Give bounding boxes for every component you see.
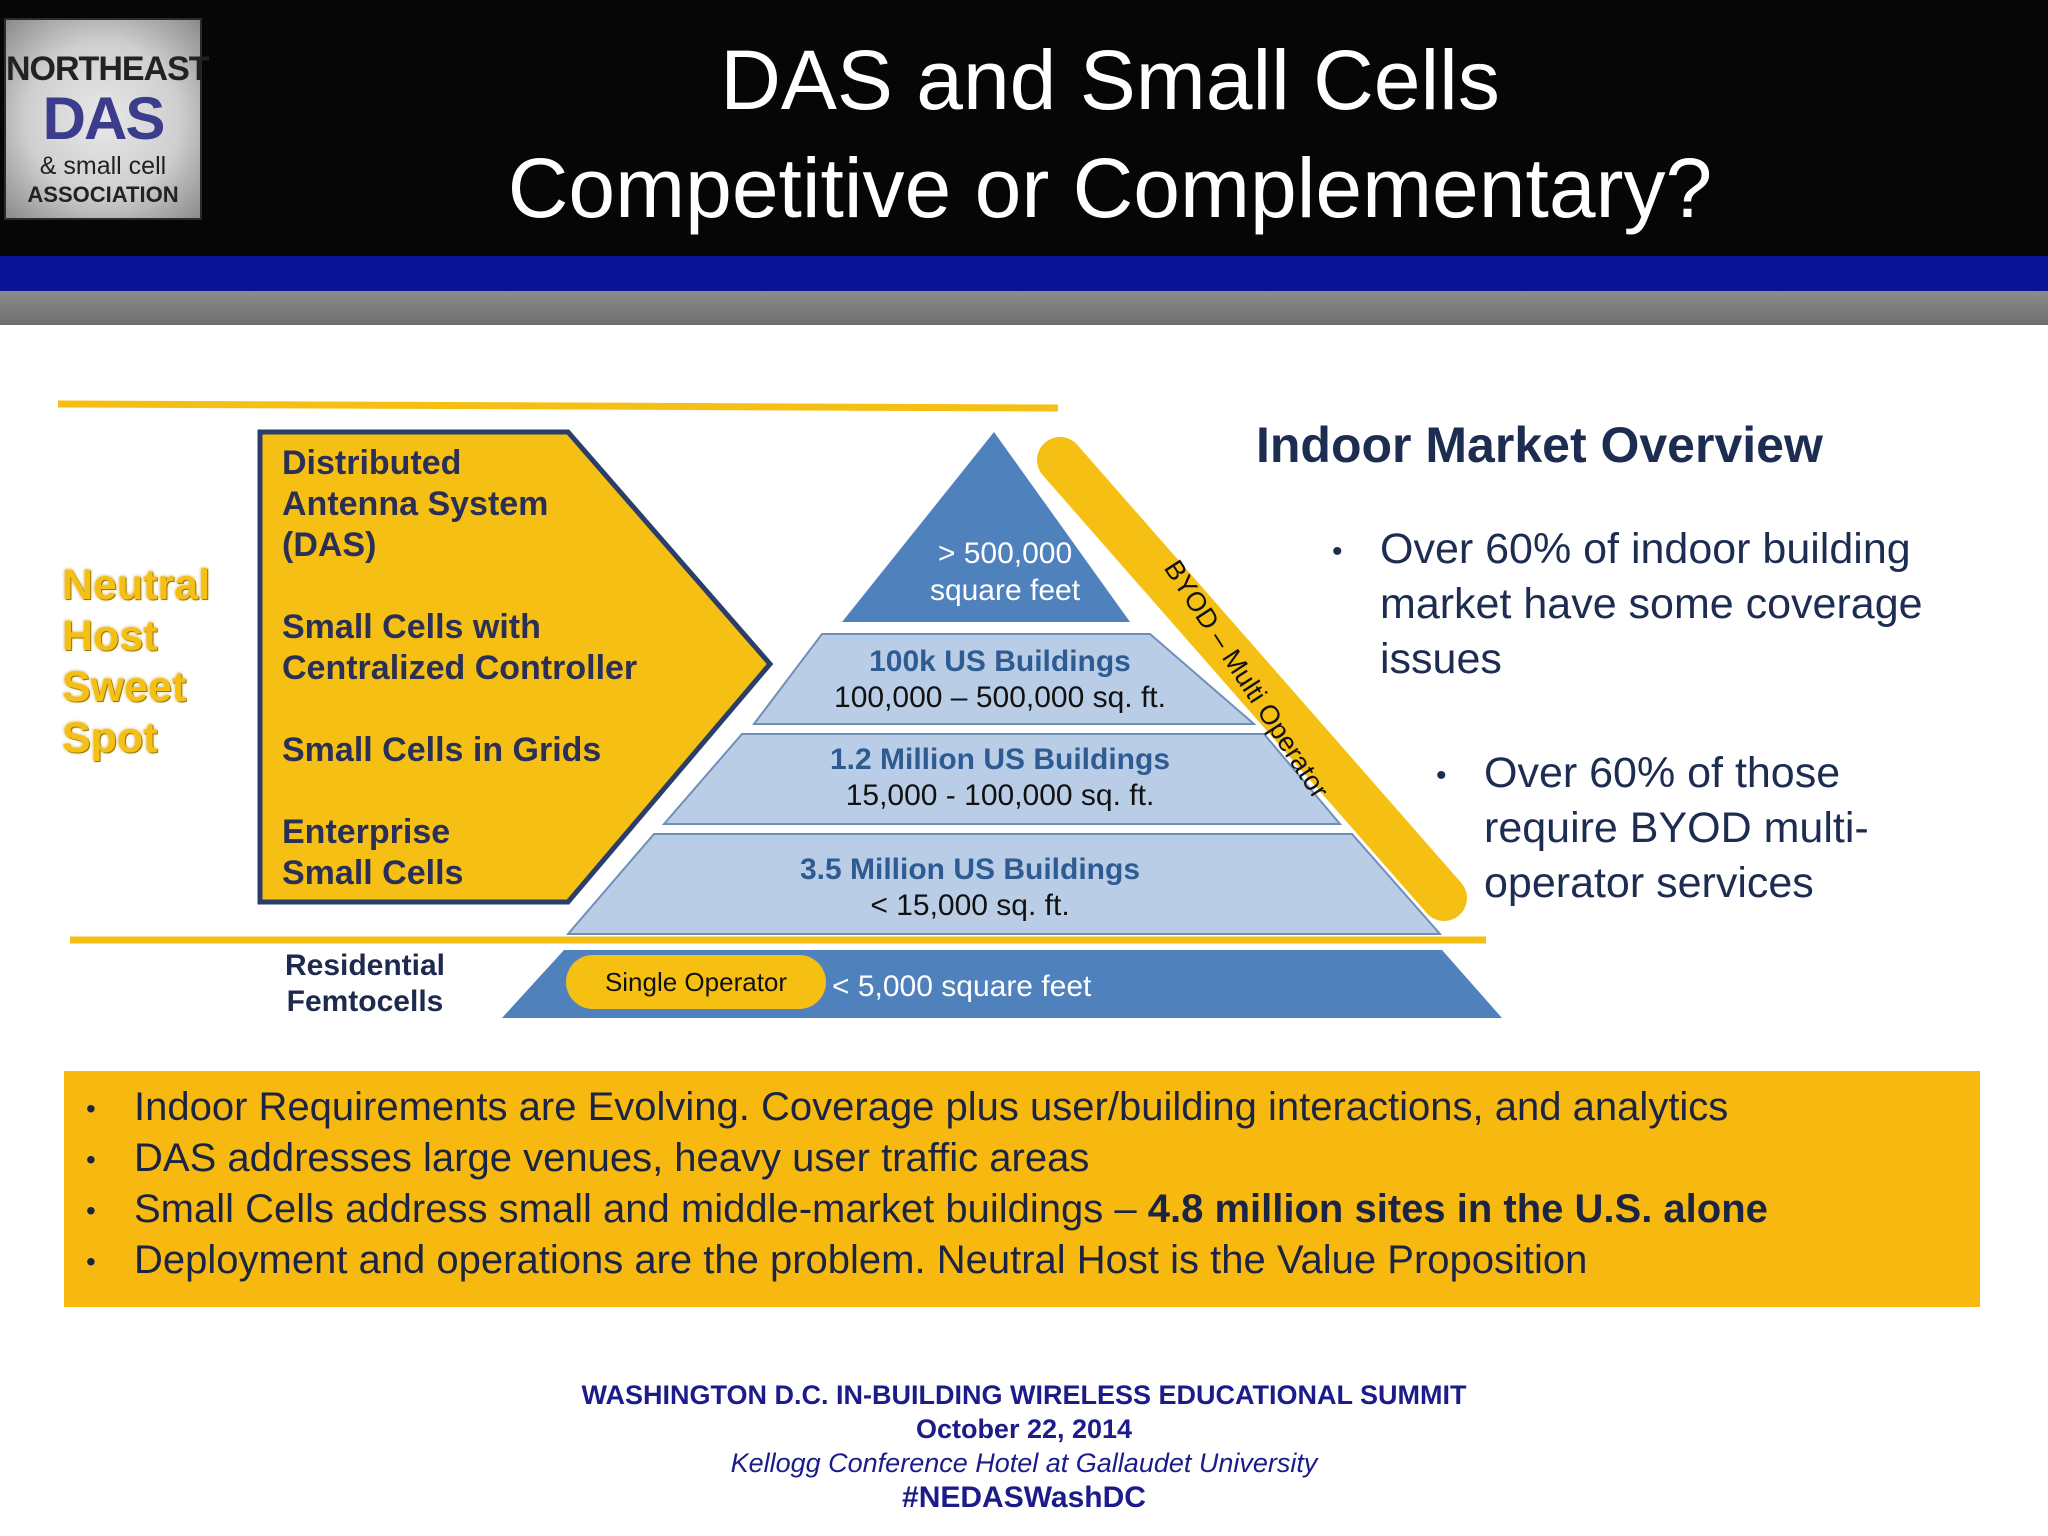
level-1-label: 100k US Buildings 100,000 – 500,000 sq. … — [790, 644, 1210, 716]
summary-item-4: Deployment and operations are the proble… — [134, 1238, 1587, 1283]
das-list-line: Small Cells with — [282, 608, 541, 646]
header-blue-band — [0, 256, 2048, 291]
logo-line-1: NORTHEAST — [6, 50, 210, 88]
pyramid-level-1 — [751, 633, 1257, 725]
overview-title: Indoor Market Overview — [1256, 417, 1823, 473]
das-list-line: Small Cells in Grids — [282, 731, 602, 769]
summary-item-1-text: Indoor Requirements are Evolving. Covera… — [134, 1085, 1729, 1129]
neutral-host-label: Neutral Host Sweet Spot — [62, 560, 210, 764]
overview-bullet-1: • Over 60% of indoor building market hav… — [1332, 522, 1940, 687]
logo-line-2: DAS — [42, 85, 166, 152]
footer-hashtag: #NEDASWashDC — [902, 1481, 1146, 1514]
top-yellow-rule — [57, 400, 1059, 412]
residential-femtocells-label: Residential Femtocells — [270, 948, 460, 1020]
pyramid-apex — [842, 432, 1130, 622]
bullet-dot: • — [1332, 535, 1343, 568]
summary-item-3-text: Small Cells address small and middle-mar… — [134, 1187, 1148, 1231]
femtocells-line-1: Residential — [284, 949, 446, 982]
femtocells-line-2: Femtocells — [286, 985, 444, 1018]
overview-bullet-2: • Over 60% of those require BYOD multi-o… — [1436, 746, 1964, 911]
summary-item-3: Small Cells address small and middle-mar… — [134, 1187, 1768, 1232]
level-2-label: 1.2 Million US Buildings 15,000 - 100,00… — [760, 742, 1240, 814]
level-3-range: < 15,000 sq. ft. — [870, 889, 1070, 922]
pyramid-level-3 — [565, 833, 1443, 935]
das-list-line: (DAS) — [282, 526, 377, 564]
neutral-host-word: Spot — [62, 714, 158, 762]
logo-line-3: & small cell — [39, 152, 167, 180]
das-list-spacer — [282, 689, 762, 730]
das-list-spacer — [282, 771, 762, 812]
das-list-line: Centralized Controller — [282, 649, 638, 687]
das-list-spacer — [282, 566, 762, 607]
bullet-dot: • — [1436, 759, 1447, 792]
das-list-line: Antenna System — [282, 485, 549, 523]
neutral-host-word: Sweet — [62, 663, 187, 711]
level-1-title: 100k US Buildings — [869, 645, 1131, 678]
level-3-title: 3.5 Million US Buildings — [799, 853, 1141, 886]
summary-item-2: DAS addresses large venues, heavy user t… — [134, 1136, 1089, 1181]
summary-item-3-emphasis: 4.8 million sites in the U.S. alone — [1147, 1187, 1768, 1231]
bullet-dot: • — [86, 1246, 96, 1277]
header-bar — [0, 0, 2048, 256]
header-gray-band — [0, 291, 2048, 325]
apex-line-2: square feet — [929, 574, 1081, 607]
bullet-dot: • — [86, 1093, 96, 1124]
level-2-range: 15,000 - 100,000 sq. ft. — [845, 779, 1155, 812]
logo-line-4: ASSOCIATION — [27, 182, 179, 207]
footer-venue: Kellogg Conference Hotel at Gallaudet Un… — [730, 1448, 1318, 1478]
apex-line-1: > 500,000 — [937, 537, 1073, 570]
apex-label: > 500,000 square feet — [880, 535, 1130, 609]
slide-title-line-2: Competitive or Complementary? — [507, 141, 1713, 235]
das-list-line: Small Cells — [282, 854, 464, 892]
das-solution-list: Distributed Antenna System (DAS) Small C… — [282, 443, 762, 894]
summary-item-4-text: Deployment and operations are the proble… — [134, 1238, 1588, 1282]
bullet-dot: • — [86, 1144, 96, 1175]
level-3-label: 3.5 Million US Buildings < 15,000 sq. ft… — [720, 852, 1220, 924]
association-logo: NORTHEAST DAS & small cell ASSOCIATION — [4, 18, 210, 220]
pyramid-level-2 — [661, 733, 1343, 825]
overview-bullet-1-text: Over 60% of indoor building market have … — [1380, 525, 1923, 683]
summary-item-2-text: DAS addresses large venues, heavy user t… — [134, 1136, 1090, 1180]
level-2-title: 1.2 Million US Buildings — [829, 743, 1171, 776]
overview-bullet-2-text: Over 60% of those require BYOD multi-ope… — [1484, 749, 1869, 907]
neutral-host-word: Neutral — [62, 561, 211, 609]
das-list-line: Distributed — [282, 444, 462, 482]
byod-bar — [1037, 437, 1467, 921]
neutral-host-word: Host — [62, 612, 158, 660]
level-1-range: 100,000 – 500,000 sq. ft. — [834, 681, 1166, 714]
footer-date: October 22, 2014 — [915, 1414, 1133, 1444]
base-size-label: < 5,000 square feet — [832, 970, 1092, 1003]
footer-event-name: WASHINGTON D.C. IN-BUILDING WIRELESS EDU… — [581, 1380, 1467, 1410]
single-operator-pill: Single Operator — [566, 955, 826, 1009]
summary-box: • Indoor Requirements are Evolving. Cove… — [64, 1071, 1980, 1307]
das-chevron — [257, 429, 774, 905]
summary-item-1: Indoor Requirements are Evolving. Covera… — [134, 1085, 1728, 1130]
bullet-dot: • — [86, 1195, 96, 1226]
slide-title-line-1: DAS and Small Cells — [720, 33, 1500, 127]
das-list-line: Enterprise — [282, 813, 451, 851]
